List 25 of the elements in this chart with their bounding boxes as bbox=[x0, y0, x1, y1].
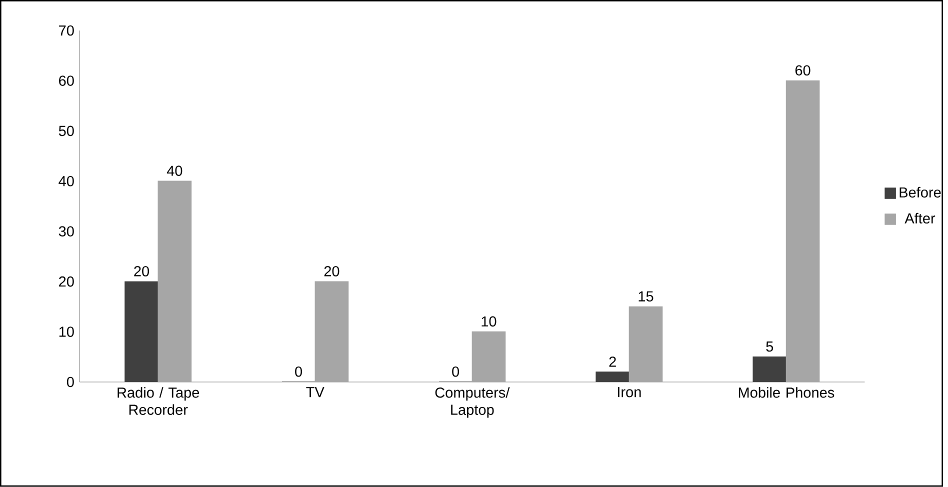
x-tick-label: Iron bbox=[618, 387, 641, 398]
legend-label: After bbox=[904, 212, 936, 224]
x-tick-label: Computers/ Laptop bbox=[435, 387, 510, 418]
x-tick-label: Radio / Tape Recorder bbox=[118, 387, 200, 416]
y-tick-label: 50 bbox=[58, 126, 74, 136]
data-label: 2 bbox=[609, 356, 616, 367]
x-tick-label: Mobile Phones bbox=[738, 387, 834, 398]
y-tick-label: 30 bbox=[58, 226, 74, 237]
data-label: 10 bbox=[482, 316, 496, 327]
data-label: 0 bbox=[452, 366, 460, 377]
data-label: 15 bbox=[638, 291, 654, 302]
y-tick-label: 70 bbox=[59, 25, 74, 36]
data-label: 60 bbox=[795, 65, 810, 76]
data-label: 0 bbox=[295, 366, 302, 377]
data-label: 20 bbox=[134, 266, 150, 276]
y-tick-label: 0 bbox=[66, 376, 74, 388]
data-label: 40 bbox=[166, 166, 182, 176]
y-tick-label: 60 bbox=[59, 76, 74, 86]
data-label: 20 bbox=[324, 266, 340, 276]
data-label: 5 bbox=[766, 342, 774, 352]
y-tick-label: 20 bbox=[59, 276, 74, 287]
y-tick-label: 10 bbox=[59, 326, 74, 338]
legend-label: Before bbox=[900, 187, 941, 198]
x-tick-label: TV bbox=[306, 387, 324, 398]
y-tick-label: 40 bbox=[58, 176, 74, 186]
